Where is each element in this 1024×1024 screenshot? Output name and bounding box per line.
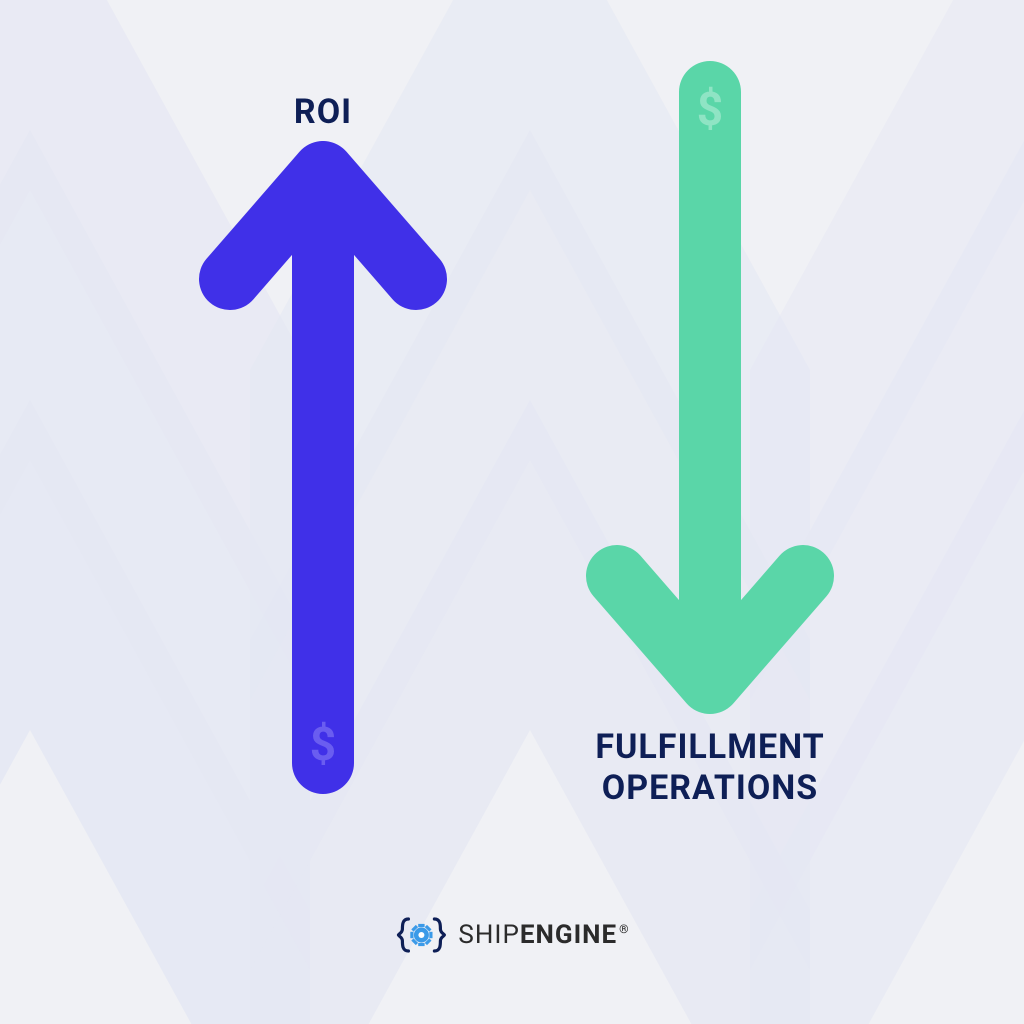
dollar-icon: $ [310, 718, 336, 772]
roi-up-arrow [193, 135, 453, 800]
fulfillment-label: FULFILLMENT OPERATIONS [595, 727, 824, 809]
registered-mark: ® [619, 922, 629, 936]
content-layer: ROI $ $ FULFILLMENT OPERATIONS SHIPENGIN… [0, 0, 1024, 1024]
roi-label: ROI [294, 92, 352, 133]
shipengine-logo: SHIPENGINE® [394, 915, 629, 955]
dollar-icon: $ [697, 83, 723, 137]
fulfillment-down-arrow [580, 55, 840, 720]
shipengine-logo-mark [394, 915, 448, 955]
infographic-canvas: ROI $ $ FULFILLMENT OPERATIONS SHIPENGIN… [0, 0, 1024, 1024]
shipengine-logo-text: SHIPENGINE® [458, 920, 629, 950]
logo-text-thin: SHIP [458, 920, 519, 950]
logo-text-bold: ENGINE [520, 920, 617, 950]
